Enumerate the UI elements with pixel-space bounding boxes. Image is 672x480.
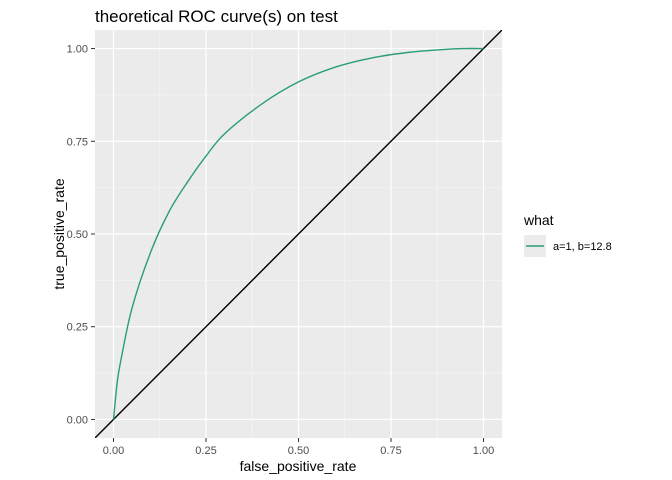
x-tick-label: 1.00 [473, 445, 494, 457]
legend-label: a=1, b=12.8 [553, 241, 612, 253]
legend-title: what [523, 212, 554, 228]
y-tick-label: 0.00 [67, 414, 88, 426]
x-tick-label: 0.50 [288, 445, 309, 457]
x-axis-title: false_positive_rate [240, 458, 357, 474]
chart-title: theoretical ROC curve(s) on test [95, 7, 338, 26]
x-tick-label: 0.00 [103, 445, 124, 457]
y-tick-label: 1.00 [67, 44, 88, 56]
x-tick-label: 0.75 [380, 445, 401, 457]
y-tick-label: 0.50 [67, 229, 88, 241]
x-tick-label: 0.25 [195, 445, 216, 457]
x-axis-ticks: 0.00 0.25 0.50 0.75 1.00 [103, 438, 494, 457]
legend: what a=1, b=12.8 [523, 212, 612, 257]
y-tick-label: 0.75 [67, 136, 88, 148]
y-tick-label: 0.25 [67, 322, 88, 334]
y-axis-title: true_positive_rate [51, 178, 67, 290]
y-axis-ticks: 0.00 0.25 0.50 0.75 1.00 [67, 44, 95, 426]
roc-curve-series [112, 47, 484, 420]
diagonal-reference-line [95, 30, 502, 438]
